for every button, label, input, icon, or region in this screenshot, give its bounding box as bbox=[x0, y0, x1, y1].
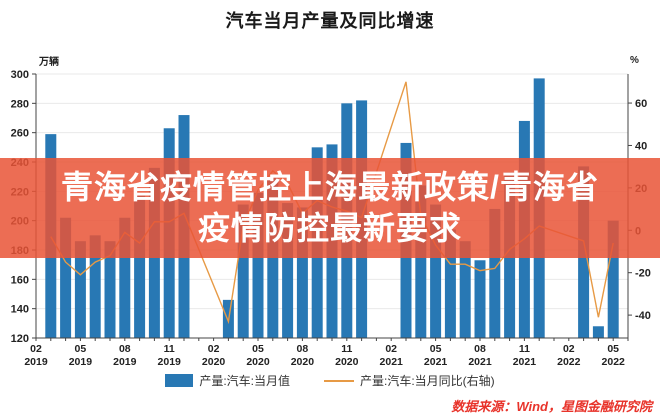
production-bar bbox=[607, 220, 619, 338]
legend: 产量:汽车:当月值 产量:汽车:当月同比(右轴) bbox=[0, 372, 660, 389]
x-tick-month-label: 02 bbox=[30, 343, 42, 355]
x-tick-month-label: 02 bbox=[563, 343, 575, 355]
x-tick-year-label: 2021 bbox=[468, 356, 492, 368]
x-tick-month-label: 05 bbox=[75, 343, 87, 355]
axis-tick-label: 280 bbox=[11, 98, 29, 110]
production-bar bbox=[60, 217, 72, 338]
production-bar bbox=[282, 203, 294, 338]
axis-tick-label: 160 bbox=[11, 274, 29, 286]
production-bar bbox=[237, 204, 249, 338]
axis-tick-label: 300 bbox=[11, 69, 29, 81]
data-source-credit: 数据来源：Wind，星图金融研究院 bbox=[451, 399, 652, 414]
x-tick-month-label: 11 bbox=[341, 343, 352, 355]
axis-tick-label: 140 bbox=[11, 304, 29, 316]
production-bar bbox=[296, 207, 308, 338]
chart-title: 汽车当月产量及同比增速 bbox=[225, 11, 435, 31]
x-tick-month-label: 08 bbox=[119, 343, 131, 355]
axis-tick-label: 260 bbox=[11, 128, 29, 140]
headline-line-1: 青海省疫情管控上海最新政策/青海省 bbox=[61, 169, 599, 205]
left-axis-unit-label: 万辆 bbox=[38, 55, 59, 68]
x-tick-month-label: 02 bbox=[385, 343, 397, 355]
x-tick-year-label: 2019 bbox=[158, 356, 182, 368]
x-tick-year-label: 2021 bbox=[513, 356, 537, 368]
production-bar bbox=[430, 204, 442, 338]
axis-tick-label: 40 bbox=[635, 140, 647, 152]
x-tick-year-label: 2019 bbox=[69, 356, 93, 368]
axis-tick-label: -40 bbox=[635, 310, 651, 322]
x-tick-month-label: 11 bbox=[164, 343, 175, 355]
x-tick-month-label: 02 bbox=[208, 343, 220, 355]
x-tick-month-label: 05 bbox=[430, 343, 442, 355]
x-tick-month-label: 05 bbox=[607, 343, 619, 355]
x-tick-year-label: 2022 bbox=[602, 356, 626, 368]
x-tick-month-label: 08 bbox=[297, 343, 309, 355]
x-tick-year-label: 2021 bbox=[380, 356, 404, 368]
bar-series-swatch-icon bbox=[165, 374, 194, 387]
production-bar bbox=[89, 235, 101, 338]
right-axis-unit-label: % bbox=[630, 55, 639, 66]
x-tick-year-label: 2020 bbox=[291, 356, 315, 368]
legend-item-yoy: 产量:汽车:当月同比(右轴) bbox=[324, 372, 495, 389]
x-tick-year-label: 2022 bbox=[557, 356, 581, 368]
production-bar bbox=[415, 185, 427, 338]
production-bar bbox=[134, 195, 146, 338]
production-bar bbox=[104, 241, 116, 338]
x-tick-month-label: 05 bbox=[252, 343, 264, 355]
production-bar bbox=[592, 326, 604, 338]
x-tick-year-label: 2019 bbox=[113, 356, 137, 368]
axis-tick-label: 60 bbox=[635, 98, 647, 110]
headline-line-2: 疫情防控最新要求 bbox=[197, 210, 462, 246]
production-bar bbox=[489, 208, 501, 338]
production-bar bbox=[267, 178, 279, 338]
x-tick-year-label: 2021 bbox=[424, 356, 448, 368]
legend-item-production: 产量:汽车:当月值 bbox=[165, 372, 290, 389]
production-bar bbox=[119, 217, 131, 338]
production-bar bbox=[474, 260, 486, 338]
headline-overlay-banner: 青海省疫情管控上海最新政策/青海省 疫情防控最新要求 bbox=[0, 158, 660, 258]
production-bar bbox=[74, 241, 86, 338]
x-tick-year-label: 2020 bbox=[202, 356, 226, 368]
legend-label-production: 产量:汽车:当月值 bbox=[199, 374, 290, 388]
production-bar bbox=[459, 241, 471, 338]
line-series-swatch-icon bbox=[324, 379, 354, 382]
axis-tick-label: 120 bbox=[11, 333, 29, 345]
production-bar bbox=[444, 229, 456, 338]
x-tick-year-label: 2019 bbox=[24, 356, 48, 368]
x-tick-year-label: 2020 bbox=[246, 356, 270, 368]
x-tick-month-label: 11 bbox=[519, 343, 530, 355]
production-bar bbox=[252, 192, 264, 338]
x-tick-month-label: 08 bbox=[474, 343, 486, 355]
axis-tick-label: -20 bbox=[635, 268, 651, 280]
x-tick-year-label: 2020 bbox=[335, 356, 359, 368]
legend-label-yoy: 产量:汽车:当月同比(右轴) bbox=[360, 374, 495, 388]
